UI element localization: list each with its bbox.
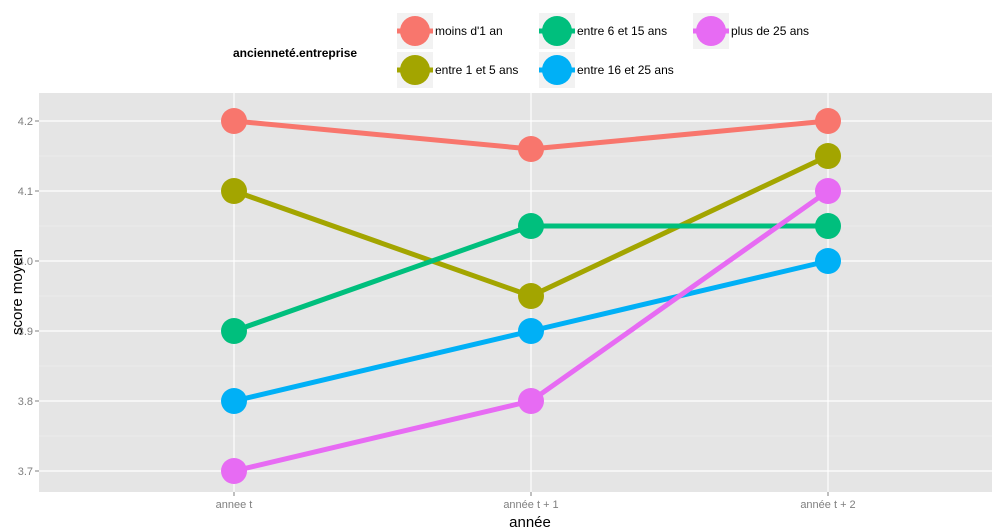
x-tick-label: année t + 2 [800, 499, 855, 511]
y-tick-label: 3.9 [18, 326, 33, 338]
data-point [221, 318, 247, 344]
data-point [815, 143, 841, 169]
data-point [815, 213, 841, 239]
y-tick-label: 4.0 [18, 256, 33, 268]
data-point [221, 458, 247, 484]
data-point [221, 178, 247, 204]
x-tick-label: année t + 1 [503, 499, 558, 511]
data-point [518, 213, 544, 239]
legend-key-point [400, 55, 430, 85]
legend-label: entre 6 et 15 ans [577, 24, 667, 38]
legend-key-point [400, 16, 430, 46]
data-point [815, 108, 841, 134]
y-tick-label: 3.8 [18, 396, 33, 408]
x-axis-title: année [509, 514, 551, 531]
legend-key-point [542, 16, 572, 46]
data-point [518, 136, 544, 162]
legend-key-point [696, 16, 726, 46]
y-tick-label: 4.1 [18, 186, 33, 198]
data-point [518, 388, 544, 414]
x-tick-label: annee t [216, 499, 253, 511]
axis-layer: 3.7 3.8 3.9 4.0 4.1 4.2 annee t année t + 1 anné… [18, 116, 856, 511]
legend-label: plus de 25 ans [731, 24, 809, 38]
legend-key-point [542, 55, 572, 85]
y-tick-label: 3.7 [18, 466, 33, 478]
data-point [518, 318, 544, 344]
data-point [518, 283, 544, 309]
legend: ancienneté.entreprise moins d'1 an entre … [233, 13, 809, 88]
data-point [221, 388, 247, 414]
legend-label: entre 1 et 5 ans [435, 63, 518, 77]
data-point [815, 248, 841, 274]
legend-label: entre 16 et 25 ans [577, 63, 674, 77]
series-layer [221, 108, 841, 484]
legend-label: moins d'1 an [435, 24, 503, 38]
data-point [221, 108, 247, 134]
y-tick-label: 4.2 [18, 116, 33, 128]
legend-title: ancienneté.entreprise [233, 46, 357, 60]
data-point [815, 178, 841, 204]
y-axis-title: score moyen [9, 249, 26, 335]
